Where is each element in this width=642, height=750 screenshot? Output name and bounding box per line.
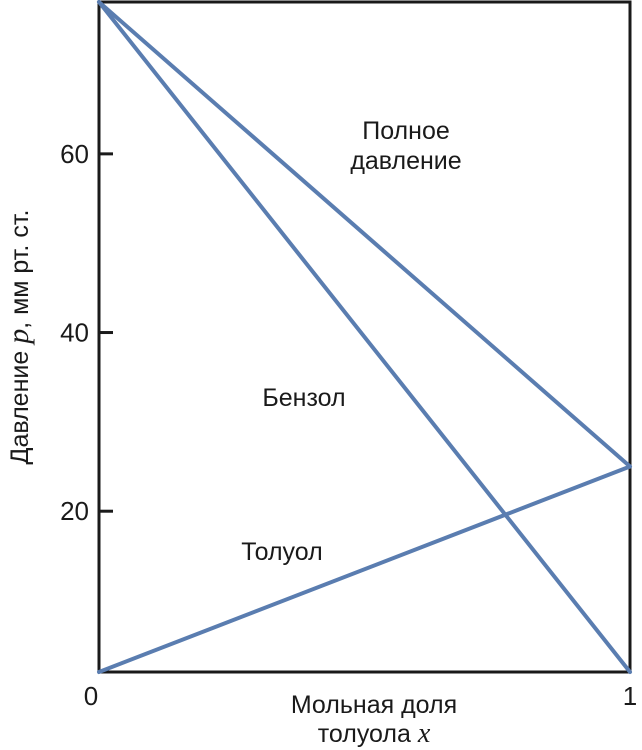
plot-frame: [97, 0, 632, 674]
series-line-total-pressure: [97, 0, 632, 469]
series-lines: [97, 0, 632, 674]
x-axis-label-variable: x: [417, 718, 431, 749]
y-tick-label-60: 60: [60, 139, 89, 169]
y-axis-ticks: 20 40 60: [60, 139, 113, 526]
series-line-benzene: [97, 0, 632, 674]
y-tick-label-40: 40: [60, 318, 89, 348]
annotation-total-pressure-line1: Полное: [362, 117, 450, 145]
series-line-toluene: [97, 464, 632, 674]
annotation-toluene: Толуол: [241, 538, 322, 566]
y-axis-label-variable: p: [2, 329, 35, 346]
y-axis-label-unit: , мм рт. ст.: [6, 210, 34, 329]
x-tick-label-0: 0: [84, 681, 98, 711]
y-axis-label: Давление p, мм рт. ст.: [2, 210, 35, 465]
x-axis-label-line1: Мольная доля: [291, 691, 457, 719]
x-axis-label-line2: толуола x: [318, 718, 431, 749]
annotation-benzene: Бензол: [262, 384, 345, 412]
y-axis-label-text: Давление: [6, 344, 34, 465]
x-tick-label-1: 1: [623, 681, 637, 711]
annotation-total-pressure-line2: давление: [350, 147, 461, 175]
x-axis-label-text: толуола: [318, 720, 418, 748]
y-tick-label-20: 20: [60, 496, 89, 526]
